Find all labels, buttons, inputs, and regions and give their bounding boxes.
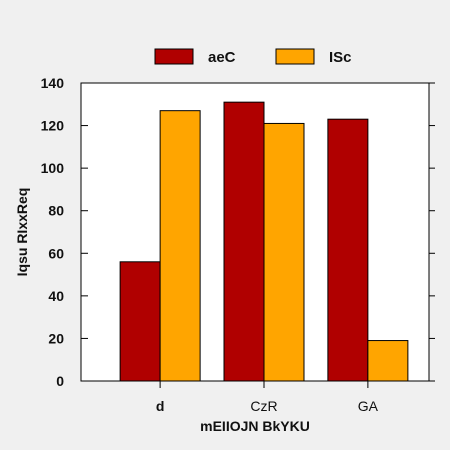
- bar-ISc-GA: [367, 340, 409, 382]
- bars: [119, 101, 409, 382]
- y-tick-label: 80: [48, 203, 64, 219]
- legend-label-aeC: aeC: [208, 49, 236, 66]
- y-tick-label: 20: [48, 330, 64, 346]
- y-tick-label: 40: [48, 288, 64, 304]
- y-tick-label: 120: [41, 118, 65, 134]
- legend-swatch-ISc: [275, 48, 315, 65]
- y-tick-label: 60: [48, 245, 64, 261]
- axes: [80, 82, 430, 382]
- bar-aeC-GA: [327, 118, 369, 382]
- y-tick-label: 0: [56, 373, 64, 389]
- y-tick-label: 100: [41, 160, 65, 176]
- legend-label-ISc: ISc: [329, 49, 352, 66]
- y-tick-label: 140: [41, 75, 65, 91]
- bar-aeC-CzR: [223, 101, 265, 382]
- legend: aeC ISc: [154, 48, 352, 66]
- legend-swatch-aeC: [154, 48, 194, 65]
- x-tick-label: d: [156, 398, 165, 414]
- x-axis-ticks: d CzR GA: [156, 381, 379, 414]
- y-axis-ticks: 0 20 40 60 80 100 120 140: [41, 75, 435, 389]
- y-axis-label: Iqsu RIxxReq: [14, 188, 30, 277]
- bar-aeC-d: [119, 261, 161, 382]
- bar-ISc-CzR: [263, 122, 305, 382]
- bar-ISc-d: [159, 110, 201, 382]
- plot-frame: [80, 82, 430, 382]
- x-tick-label: GA: [358, 398, 379, 414]
- x-tick-label: CzR: [250, 398, 277, 414]
- x-axis-label: mEIIOJN BkYKU: [200, 418, 310, 434]
